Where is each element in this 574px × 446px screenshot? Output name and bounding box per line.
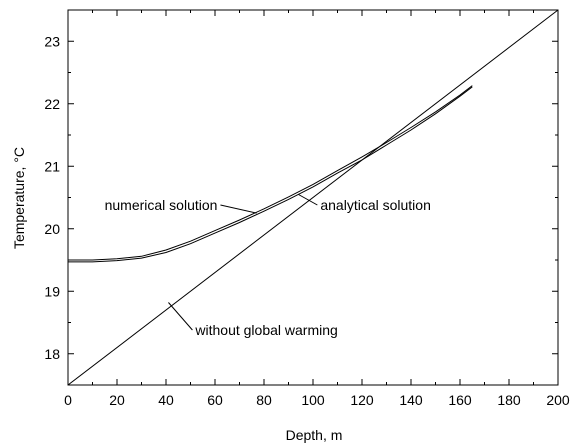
annotation-label: numerical solution bbox=[105, 197, 218, 213]
numerical-series-line bbox=[68, 85, 473, 261]
y-tick-label: 18 bbox=[44, 346, 60, 362]
annotation-label: without global warming bbox=[194, 322, 337, 338]
annotation-leader-line bbox=[168, 302, 193, 331]
x-tick-label: 0 bbox=[64, 392, 72, 408]
x-tick-label: 160 bbox=[448, 392, 472, 408]
x-tick-label: 60 bbox=[207, 392, 223, 408]
x-axis-ticks: 0 20 40 60 80 100 120 140 160 180 200 bbox=[64, 10, 570, 408]
y-tick-label: 19 bbox=[44, 283, 60, 299]
annotations-layer: numerical solution analytical solution wit… bbox=[105, 193, 431, 338]
x-tick-label: 40 bbox=[158, 392, 174, 408]
y-axis-ticks: 18 19 20 21 22 23 bbox=[44, 9, 558, 386]
x-tick-label: 100 bbox=[301, 392, 325, 408]
x-tick-label: 20 bbox=[109, 392, 125, 408]
y-tick-label: 23 bbox=[44, 33, 60, 49]
x-tick-label: 120 bbox=[350, 392, 374, 408]
analytical-series-line bbox=[68, 86, 473, 263]
series-layer bbox=[67, 9, 559, 386]
x-tick-label: 80 bbox=[256, 392, 272, 408]
y-axis-label: Temperature, °C bbox=[11, 147, 27, 249]
y-tick-label: 20 bbox=[44, 221, 60, 237]
x-tick-label: 140 bbox=[399, 392, 423, 408]
x-tick-label: 180 bbox=[497, 392, 521, 408]
annotation-label: analytical solution bbox=[320, 197, 431, 213]
baseline-series-line bbox=[67, 9, 559, 386]
y-tick-label: 22 bbox=[44, 96, 60, 112]
y-tick-label: 21 bbox=[44, 158, 60, 174]
annotation-leader-line bbox=[298, 193, 318, 206]
x-axis-label: Depth, m bbox=[286, 427, 343, 443]
annotation-leader-line bbox=[220, 204, 257, 214]
x-tick-label: 200 bbox=[546, 392, 570, 408]
